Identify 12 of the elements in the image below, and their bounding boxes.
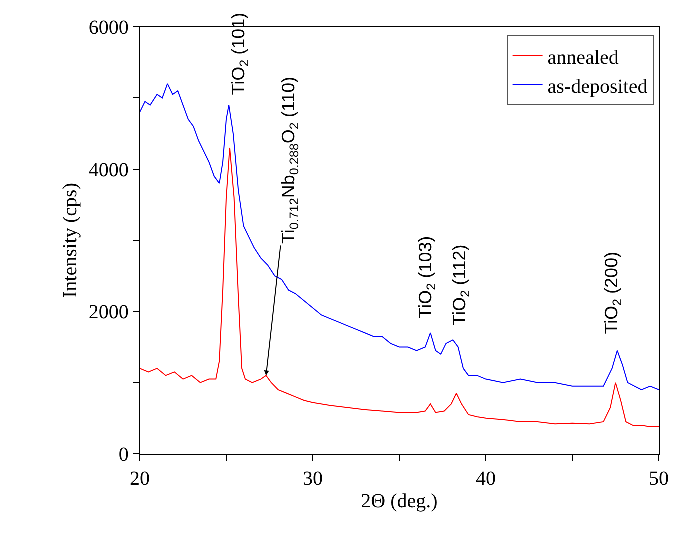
legend-label: annealed — [548, 46, 619, 69]
y-tick-label: 0 — [118, 444, 129, 466]
y-tick-label: 4000 — [88, 159, 129, 182]
legend-label: as-deposited — [548, 76, 648, 98]
y-tick-label: 2000 — [88, 302, 129, 324]
x-tick-label: 20 — [130, 468, 150, 490]
x-axis-title: 2Θ (deg.) — [361, 490, 438, 513]
y-tick-label: 6000 — [88, 17, 129, 39]
x-tick-label: 30 — [303, 468, 323, 490]
y-axis-title: Intensity (cps) — [59, 183, 82, 298]
x-tick-label: 40 — [476, 468, 496, 490]
x-tick-label: 50 — [649, 468, 669, 490]
